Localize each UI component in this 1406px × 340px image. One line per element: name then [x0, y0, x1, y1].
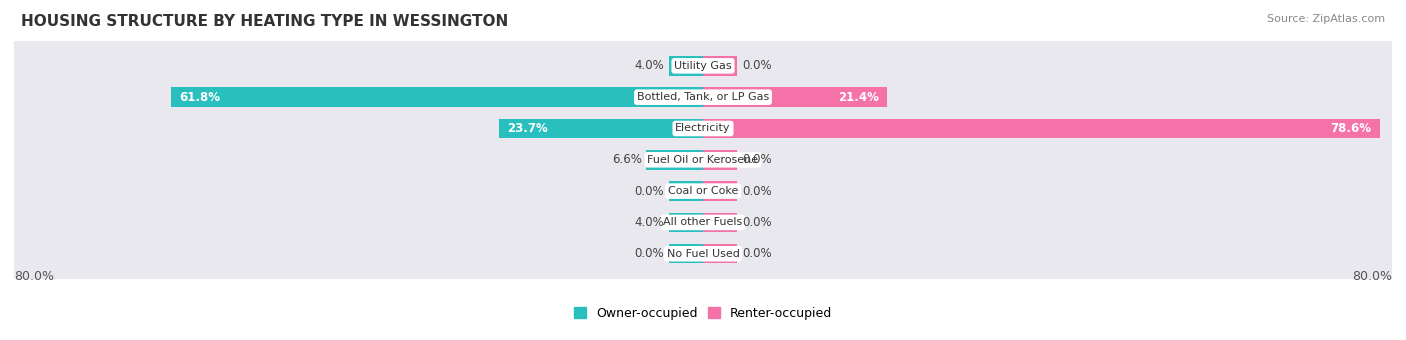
FancyBboxPatch shape — [10, 60, 1396, 135]
FancyBboxPatch shape — [10, 60, 1396, 134]
Bar — [669, 213, 703, 232]
Bar — [669, 56, 703, 75]
FancyBboxPatch shape — [10, 186, 1396, 260]
FancyBboxPatch shape — [10, 154, 1396, 229]
Text: No Fuel Used: No Fuel Used — [666, 249, 740, 259]
FancyBboxPatch shape — [10, 91, 1396, 166]
Text: Fuel Oil or Kerosene: Fuel Oil or Kerosene — [647, 155, 759, 165]
Text: 78.6%: 78.6% — [1330, 122, 1371, 135]
Text: 6.6%: 6.6% — [612, 153, 643, 166]
Text: Bottled, Tank, or LP Gas: Bottled, Tank, or LP Gas — [637, 92, 769, 102]
Text: Coal or Coke: Coal or Coke — [668, 186, 738, 196]
Text: All other Fuels: All other Fuels — [664, 218, 742, 227]
FancyBboxPatch shape — [10, 29, 1396, 103]
Text: 0.0%: 0.0% — [742, 59, 772, 72]
Text: Electricity: Electricity — [675, 123, 731, 134]
Text: 0.0%: 0.0% — [634, 185, 664, 198]
Text: Utility Gas: Utility Gas — [675, 61, 731, 71]
Bar — [703, 182, 738, 201]
Text: 80.0%: 80.0% — [1353, 270, 1392, 283]
Text: 0.0%: 0.0% — [742, 185, 772, 198]
Bar — [703, 56, 738, 75]
Text: 4.0%: 4.0% — [634, 59, 664, 72]
Bar — [703, 150, 738, 170]
Bar — [499, 119, 703, 138]
Bar — [703, 119, 1379, 138]
Bar — [703, 213, 738, 232]
FancyBboxPatch shape — [10, 122, 1396, 197]
Text: Source: ZipAtlas.com: Source: ZipAtlas.com — [1267, 14, 1385, 23]
FancyBboxPatch shape — [10, 217, 1396, 292]
Text: HOUSING STRUCTURE BY HEATING TYPE IN WESSINGTON: HOUSING STRUCTURE BY HEATING TYPE IN WES… — [21, 14, 509, 29]
Text: 21.4%: 21.4% — [838, 91, 879, 104]
Text: 0.0%: 0.0% — [742, 247, 772, 260]
Legend: Owner-occupied, Renter-occupied: Owner-occupied, Renter-occupied — [568, 302, 838, 325]
Bar — [703, 244, 738, 264]
Bar — [669, 182, 703, 201]
Text: 0.0%: 0.0% — [742, 153, 772, 166]
FancyBboxPatch shape — [10, 91, 1396, 166]
Bar — [669, 244, 703, 264]
Bar — [170, 87, 703, 107]
Bar — [647, 150, 703, 170]
FancyBboxPatch shape — [10, 185, 1396, 260]
FancyBboxPatch shape — [10, 217, 1396, 291]
Bar — [703, 87, 887, 107]
FancyBboxPatch shape — [10, 123, 1396, 198]
Text: 0.0%: 0.0% — [742, 216, 772, 229]
Text: 23.7%: 23.7% — [508, 122, 548, 135]
FancyBboxPatch shape — [10, 154, 1396, 228]
Text: 0.0%: 0.0% — [634, 247, 664, 260]
FancyBboxPatch shape — [10, 29, 1396, 104]
Text: 80.0%: 80.0% — [14, 270, 53, 283]
Text: 61.8%: 61.8% — [180, 91, 221, 104]
Text: 4.0%: 4.0% — [634, 216, 664, 229]
